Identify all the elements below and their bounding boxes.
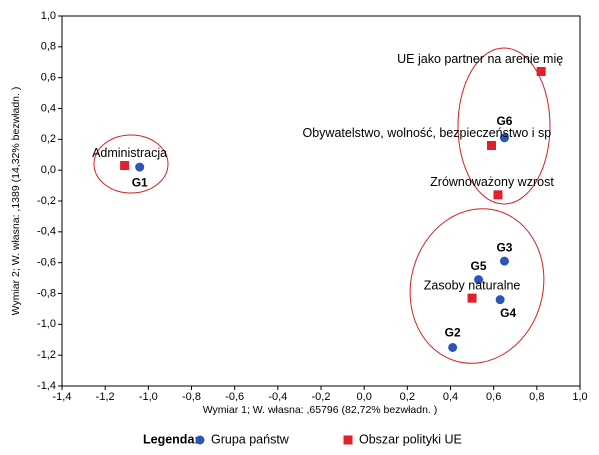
point-label: G3	[496, 240, 512, 254]
x-tick-label: 1,0	[572, 391, 587, 403]
point	[495, 295, 505, 305]
x-tick-label: -1,2	[96, 391, 115, 403]
y-tick-label: 0,2	[41, 133, 56, 145]
x-tick-label: -0,4	[268, 391, 287, 403]
point-label: UE jako partner na arenie mię	[397, 52, 563, 66]
y-tick-label: -1,0	[37, 318, 56, 330]
x-axis-label: Wymiar 1; W. własna: ,65796 (82,72% bezw…	[203, 404, 438, 416]
point-label: Administracja	[92, 146, 167, 160]
y-tick-label: -0,4	[37, 226, 56, 238]
x-tick-label: -0,8	[182, 391, 201, 403]
point	[499, 133, 509, 143]
point-label: Obywatelstwo, wolność, bezpieczeństwo i …	[303, 126, 552, 140]
point	[487, 141, 497, 150]
point-label: G1	[132, 175, 148, 189]
y-axis-label: Wymiar 2; W. własna: ,1389 (14,32% bezwł…	[10, 87, 22, 316]
x-tick-label: 0,2	[400, 391, 415, 403]
point-label: G4	[500, 306, 516, 320]
legend-marker	[343, 435, 353, 445]
point-label: Zrównoważony wzrost	[430, 175, 554, 189]
point-label: G2	[445, 326, 461, 340]
y-tick-label: -0,2	[37, 195, 56, 207]
y-tick-label: 0,4	[41, 102, 56, 114]
legend-title: Legenda:	[143, 432, 199, 446]
point	[448, 342, 458, 352]
y-tick-label: -0,8	[37, 287, 56, 299]
y-tick-label: 1,0	[41, 10, 56, 22]
plot-frame	[61, 15, 581, 387]
x-tick-label: 0,0	[357, 391, 372, 403]
legend-label: Grupa państw	[211, 432, 290, 446]
y-tick-label: 0,8	[41, 41, 56, 53]
x-tick-label: -1,0	[139, 391, 158, 403]
point	[120, 161, 130, 171]
x-tick-label: 0,6	[486, 391, 501, 403]
point	[493, 190, 503, 200]
point	[467, 293, 477, 303]
x-tick-label: 0,8	[529, 391, 544, 403]
point	[499, 256, 509, 266]
y-tick-label: 0,6	[41, 72, 56, 84]
y-tick-label: 0,0	[41, 164, 56, 176]
y-tick-label: -0,6	[37, 257, 56, 269]
y-tick-label: -1,2	[37, 349, 56, 361]
point	[135, 162, 145, 172]
x-tick-label: -1,4	[53, 391, 72, 403]
x-tick-label: -0,6	[225, 391, 244, 403]
point-label: G6	[496, 114, 512, 128]
point-label: G5	[471, 259, 487, 273]
cluster-ellipse	[93, 134, 169, 194]
point-label: Zasoby naturalne	[424, 278, 521, 292]
x-tick-label: -0,2	[312, 391, 331, 403]
cluster-ellipse	[457, 47, 551, 205]
point	[474, 275, 484, 285]
point	[536, 67, 546, 76]
cluster-ellipse	[409, 208, 545, 364]
legend-marker	[195, 435, 205, 445]
y-tick-label: -1,4	[37, 380, 56, 392]
legend-label: Obszar polityki UE	[359, 432, 462, 446]
x-tick-label: 0,4	[443, 391, 458, 403]
